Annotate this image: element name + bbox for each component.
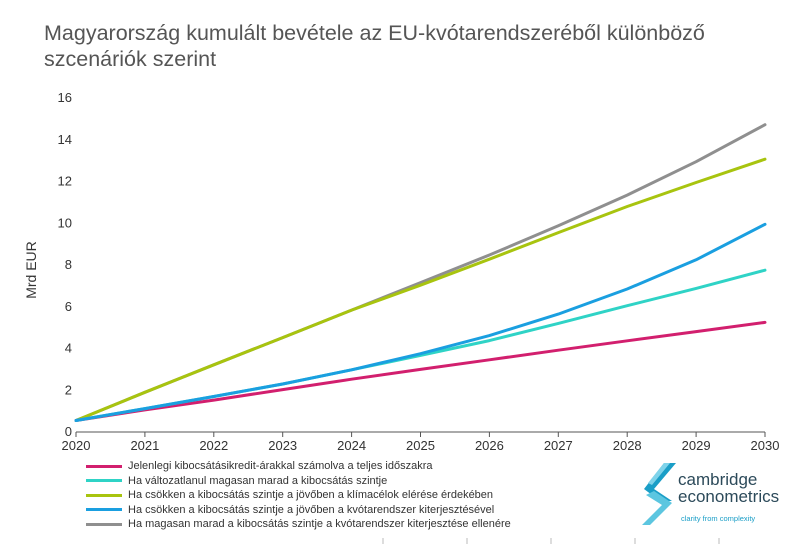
legend-item: Jelenlegi kibocsátásikredit-árakkal szám… <box>86 459 511 474</box>
legend-item: Ha magasan marad a kibocsátás szintje a … <box>86 517 511 532</box>
x-tick-label: 2030 <box>751 438 780 453</box>
x-tick-label: 2024 <box>337 438 366 453</box>
logo-tagline: clarity from complexity <box>681 514 756 523</box>
legend-swatch <box>86 493 122 497</box>
legend-label: Ha csökken a kibocsátás szintje a jövőbe… <box>128 489 494 502</box>
legend-label: Jelenlegi kibocsátásikredit-árakkal szám… <box>128 460 433 473</box>
legend-swatch <box>86 522 122 526</box>
chart-title: Magyarország kumulált bevétele az EU-kvó… <box>44 21 705 71</box>
y-tick-label: 0 <box>65 424 72 439</box>
y-tick-label: 4 <box>65 341 72 356</box>
series-line-2 <box>74 268 767 422</box>
series-line-5 <box>74 123 767 422</box>
y-tick-label: 12 <box>58 174 72 189</box>
chart-legend: Jelenlegi kibocsátásikredit-árakkal szám… <box>86 459 511 532</box>
y-tick-label: 10 <box>58 215 72 230</box>
x-tick-label: 2027 <box>544 438 573 453</box>
x-tick-label: 2021 <box>130 438 159 453</box>
legend-swatch <box>86 508 122 512</box>
chart-axes <box>75 431 766 437</box>
y-tick-label: 14 <box>58 132 72 147</box>
legend-label: Ha magasan marad a kibocsátás szintje a … <box>128 518 511 531</box>
y-tick-label: 16 <box>58 90 72 105</box>
x-tick-label: 2028 <box>613 438 642 453</box>
x-tick-label: 2025 <box>406 438 435 453</box>
x-tick-label: 2020 <box>62 438 91 453</box>
y-tick-labels: 0 2 4 6 8 10 12 14 16 <box>58 90 72 439</box>
logo-mark-icon <box>642 463 676 525</box>
legend-item: Ha változatlanul magasan marad a kibocsá… <box>86 474 511 489</box>
cambridge-econometrics-logo: cambridge econometrics clarity from comp… <box>642 459 792 531</box>
x-tick-label: 2023 <box>268 438 297 453</box>
legend-label: Ha változatlanul magasan marad a kibocsá… <box>128 474 388 487</box>
y-tick-label: 2 <box>65 382 72 397</box>
x-tick-label: 2026 <box>475 438 504 453</box>
series-line-3 <box>74 157 767 422</box>
legend-item: Ha csökken a kibocsátás szintje a jövőbe… <box>86 488 511 503</box>
legend-swatch <box>86 479 122 483</box>
x-tick-label: 2022 <box>199 438 228 453</box>
series-lines <box>74 123 767 422</box>
y-tick-label: 6 <box>65 299 72 314</box>
logo-text-line2: econometrics <box>678 487 780 506</box>
x-tick-labels: 2020 2021 2022 2023 2024 2025 2026 2027 2028 2029… <box>62 438 780 453</box>
legend-swatch <box>86 464 122 468</box>
logo-text-line1: cambridge <box>678 470 758 489</box>
series-line-1 <box>74 320 767 422</box>
x-tick-label: 2029 <box>682 438 711 453</box>
footer-decoration <box>382 538 720 544</box>
series-line-4 <box>74 222 767 422</box>
legend-item: Ha csökken a kibocsátás szintje a jövőbe… <box>86 503 511 518</box>
y-axis-title: Mrd EUR <box>23 241 39 299</box>
y-tick-label: 8 <box>65 257 72 272</box>
legend-label: Ha csökken a kibocsátás szintje a jövőbe… <box>128 503 495 516</box>
